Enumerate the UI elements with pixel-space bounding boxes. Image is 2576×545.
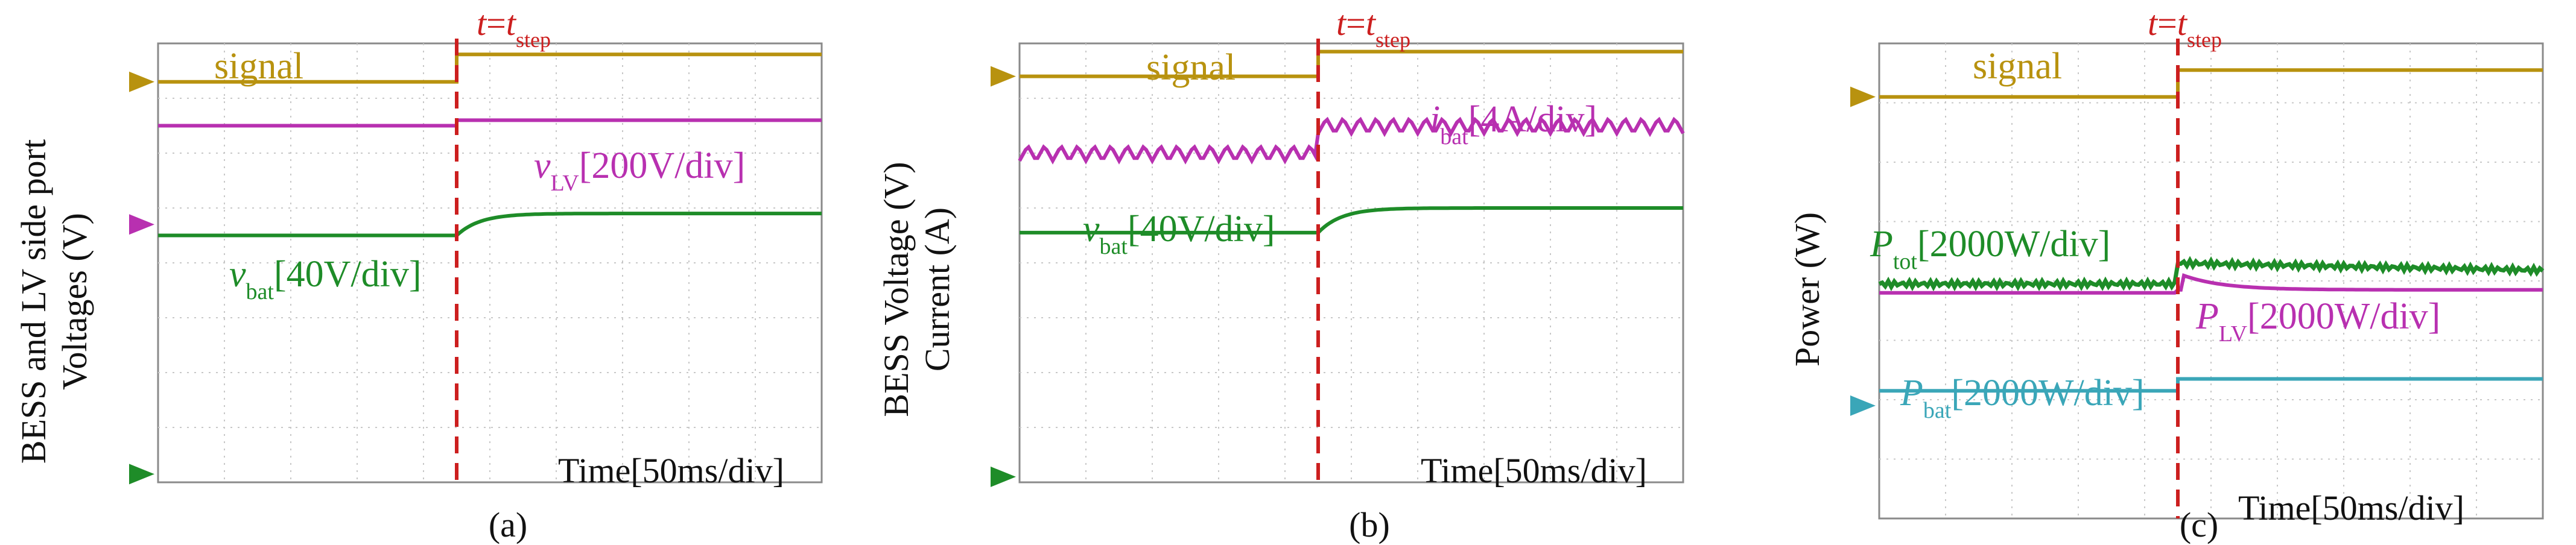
channel-ground-marker-1 (991, 466, 1016, 487)
y-axis-label: BESS Voltage (V) Current (A) (877, 162, 957, 417)
y-axis-label: Power (W) (1788, 212, 1827, 367)
series-line-1 (1018, 116, 1685, 165)
series-label-lv: vLV[200V/div] (534, 145, 745, 196)
step-time-label: t=tstep (477, 4, 551, 52)
series-line-1 (158, 118, 822, 128)
panel-caption: (c) (2180, 505, 2218, 544)
step-time-label: t=tstep (1336, 4, 1410, 52)
series-line-1 (1878, 256, 2545, 292)
series-line-0 (158, 52, 822, 84)
grid (158, 43, 822, 482)
channel-ground-marker-0 (129, 71, 154, 92)
series-line-2 (1020, 206, 1683, 235)
grid (1020, 43, 1683, 482)
series-label-ptot: Ptot[2000W/div] (1870, 224, 2110, 274)
channel-ground-marker-1 (129, 214, 154, 235)
y-axis-label-line1: BESS Voltage (V) (877, 162, 916, 417)
series-label-ibat: ibat[4A/div] (1430, 99, 1597, 150)
x-axis-label: Time[50ms/div] (2238, 488, 2464, 528)
x-axis-label: Time[50ms/div] (558, 451, 784, 490)
series-line-2 (158, 212, 822, 238)
y-axis-label-line1: Power (W) (1788, 212, 1827, 367)
channel-ground-marker-0 (1850, 86, 1876, 107)
panel-caption: (a) (489, 505, 527, 544)
series-label-signal: signal (1973, 46, 2062, 87)
x-axis-label: Time[50ms/div] (1421, 451, 1647, 490)
panel-b: t=tstep signal ibat[4A/div] vbat[40V/div] Ti… (877, 4, 1685, 544)
y-axis-label-line2: Voltages (V) (55, 213, 94, 390)
series-label-vbat: vbat[40V/div] (1083, 209, 1275, 259)
series-label-signal: signal (1146, 47, 1236, 88)
channel-ground-marker-2 (129, 464, 154, 485)
series-line-3 (1879, 377, 2543, 393)
panel-caption: (b) (1349, 505, 1390, 544)
channel-ground-marker-1 (1850, 395, 1876, 416)
panel-a: t=tstep signal vLV[200V/div] vbat[40V/div] T… (14, 4, 823, 544)
series-label-bat: vbat[40V/div] (229, 254, 422, 304)
y-axis-label-line1: BESS and LV side port (14, 139, 53, 464)
series-label-pbat: Pbat[2000W/div] (1900, 373, 2145, 423)
channel-ground-marker-0 (991, 66, 1016, 87)
series-label-plv: PLV[2000W/div] (2195, 296, 2440, 347)
series-line-0 (1020, 49, 1683, 78)
step-time-label: t=tstep (2148, 4, 2222, 52)
series-line-0 (1879, 68, 2543, 99)
y-axis-label-line2: Current (A) (918, 207, 957, 371)
series-label-signal: signal (214, 46, 303, 87)
series-line-2 (1879, 273, 2543, 295)
y-axis-label: BESS and LV side port Voltages (V) (14, 139, 94, 464)
panel-c: t=tstep signal Ptot[2000W/div] PLV[2000W/di… (1788, 4, 2545, 544)
